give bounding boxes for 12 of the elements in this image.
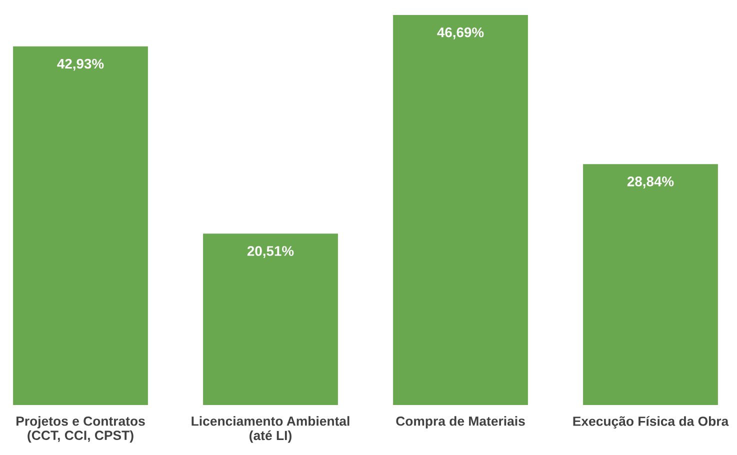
data-label: 28,84% <box>627 176 674 188</box>
bar <box>203 234 338 405</box>
data-label: 46,69% <box>437 27 484 40</box>
x-tick-label: Licenciamento Ambiental (até LI) <box>192 416 350 443</box>
x-tick-label: Execução Física da Obra <box>573 416 729 429</box>
bar <box>583 164 718 405</box>
bar <box>393 15 528 405</box>
bar <box>13 46 148 405</box>
x-tick-label: Compra de Materiais <box>396 416 525 428</box>
data-label: 42,93% <box>57 58 104 71</box>
data-label: 20,51% <box>247 246 294 258</box>
x-tick-label: Projetos e Contratos (CCT, CCI, CPST) <box>16 416 145 443</box>
